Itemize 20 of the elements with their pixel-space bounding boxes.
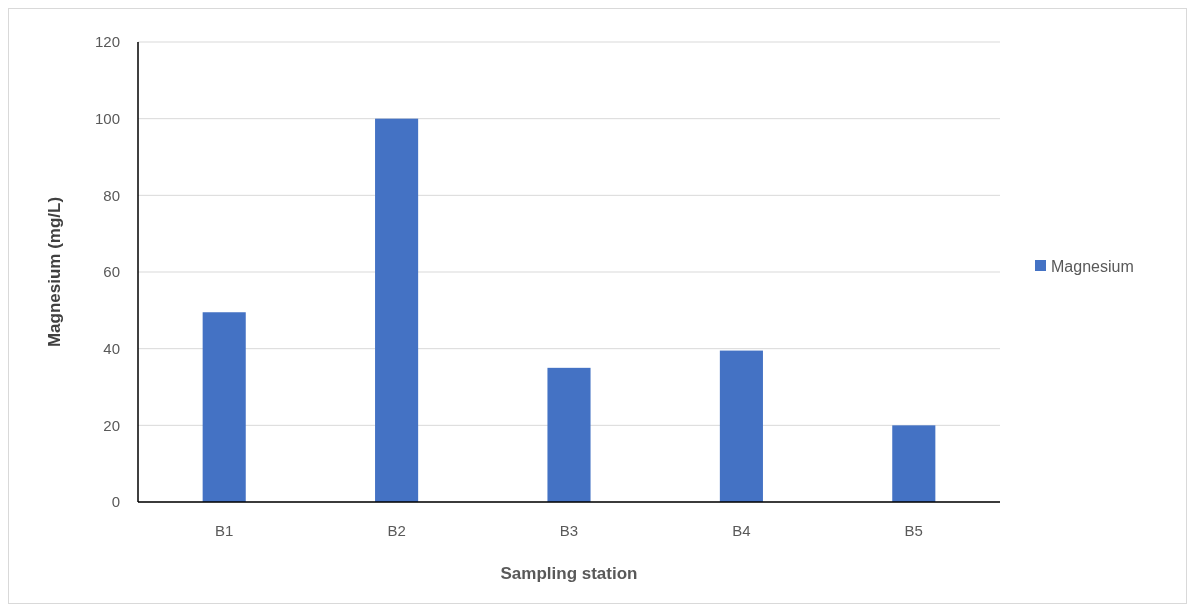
- y-tick-label: 0: [111, 493, 120, 511]
- y-tick-label: 40: [103, 339, 120, 357]
- x-tick-label: B4: [732, 522, 751, 539]
- bar: [202, 312, 246, 502]
- bar: [375, 118, 419, 502]
- x-tick-label: B5: [904, 522, 923, 539]
- y-tick-label: 60: [103, 263, 120, 281]
- y-axis-title: Magnesium (mg/L): [45, 196, 64, 348]
- y-tick-label: 20: [103, 416, 120, 434]
- legend-label: Magnesium: [1051, 257, 1134, 275]
- x-tick-label: B1: [215, 522, 234, 539]
- y-tick-label: 80: [103, 186, 120, 204]
- x-tick-label: B2: [387, 522, 406, 539]
- bar: [547, 367, 591, 502]
- x-tick-label: B3: [559, 522, 579, 539]
- bar: [719, 350, 763, 502]
- x-axis-title: Sampling station: [500, 564, 638, 583]
- y-tick-label: 120: [94, 33, 120, 51]
- bar: [892, 425, 936, 502]
- y-tick-label: 100: [94, 109, 120, 127]
